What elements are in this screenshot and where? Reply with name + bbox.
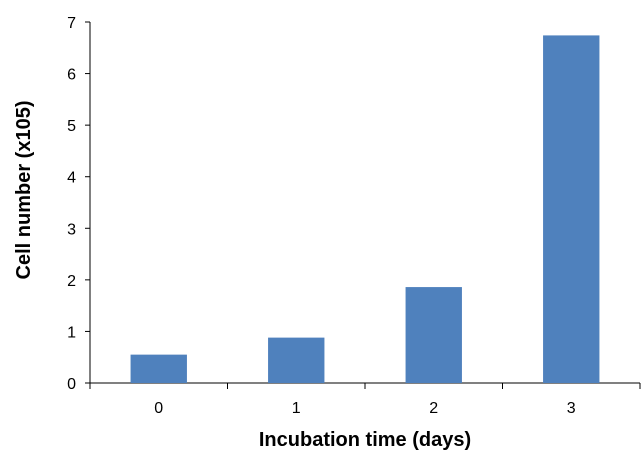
bar-2 <box>405 287 462 383</box>
bar-0 <box>130 354 187 383</box>
x-tick-label: 2 <box>429 400 438 417</box>
y-tick-label: 0 <box>67 376 76 393</box>
x-axis-title: Incubation time (days) <box>259 429 471 450</box>
y-tick-label: 6 <box>67 67 76 84</box>
x-axis: 0 1 2 3 <box>89 382 641 417</box>
y-tick-label: 4 <box>67 170 76 187</box>
y-tick-label: 1 <box>67 324 76 341</box>
x-tick-label: 0 <box>154 400 163 417</box>
y-axis-title: Cell number (x105) <box>13 101 35 280</box>
y-tick-label: 5 <box>67 118 76 135</box>
y-tick-label: 3 <box>67 221 76 238</box>
x-tick-label: 3 <box>567 400 576 417</box>
bar-3 <box>543 35 600 384</box>
bars-group <box>130 35 600 384</box>
y-tick-label: 2 <box>67 273 76 290</box>
y-tick-label: 7 <box>67 15 76 32</box>
y-axis: 0 1 2 3 4 5 6 7 <box>67 15 91 393</box>
x-tick-label: 1 <box>292 400 301 417</box>
bar-1 <box>268 337 325 383</box>
